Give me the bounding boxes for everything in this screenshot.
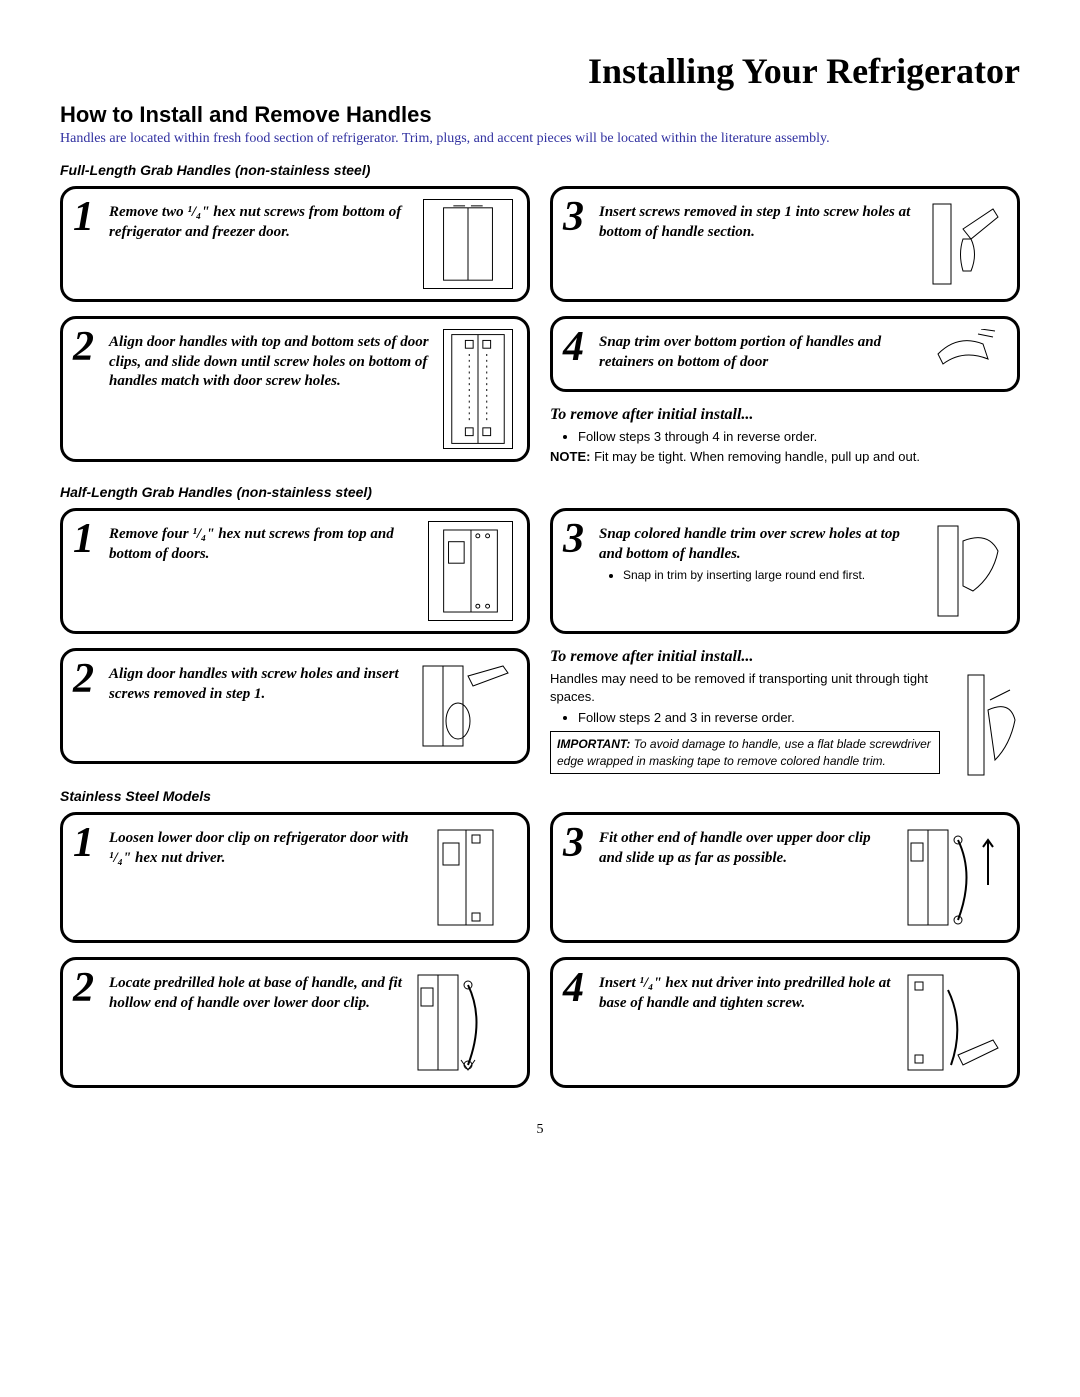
step-text-main: Snap colored handle trim over screw hole… [599, 526, 900, 562]
snap-trim-icon [933, 329, 1003, 379]
step-text: Align door handles with top and bottom s… [109, 329, 433, 392]
door-clips-icon [443, 329, 513, 449]
removal-body: Handles may need to be removed if transp… [550, 670, 940, 780]
step-number: 2 [73, 970, 103, 1008]
full-length-step-1: 1 Remove two ¹/₄" hex nut screws from bo… [60, 186, 530, 302]
step-text: Remove two ¹/₄" hex nut screws from bott… [109, 199, 413, 242]
step-text: Loosen lower door clip on refrigerator d… [109, 825, 418, 868]
step-number: 2 [73, 329, 103, 367]
removal-bullet: Follow steps 3 through 4 in reverse orde… [578, 428, 1020, 446]
half-length-step-1: 1 Remove four ¹/₄" hex nut screws from t… [60, 508, 530, 634]
step-text: Snap trim over bottom portion of handles… [599, 329, 923, 372]
half-length-step-3: 3 Snap colored handle trim over screw ho… [550, 508, 1020, 634]
step-text: Align door handles with screw holes and … [109, 661, 408, 704]
refrigerator-clip-icon [428, 825, 513, 930]
important-label: IMPORTANT: [557, 737, 630, 751]
full-length-step-2: 2 Align door handles with top and bottom… [60, 316, 530, 462]
step-number: 3 [563, 199, 593, 237]
step-number: 3 [563, 521, 593, 559]
step-text: Fit other end of handle over upper door … [599, 825, 893, 868]
full-length-step-4: 4 Snap trim over bottom portion of handl… [550, 316, 1020, 392]
insert-screws-icon [418, 661, 513, 751]
stainless-heading: Stainless Steel Models [60, 788, 1020, 804]
intro-text: Handles are located within fresh food se… [60, 130, 1020, 148]
page-title: Installing Your Refrigerator [60, 50, 1020, 92]
step-text: Snap colored handle trim over screw hole… [599, 521, 923, 584]
screwdriver-icon [923, 199, 1003, 289]
handle-slide-icon [903, 825, 1003, 930]
full-length-columns: 1 Remove two ¹/₄" hex nut screws from bo… [60, 186, 1020, 476]
removal-bullet: Follow steps 2 and 3 in reverse order. [578, 709, 940, 727]
stainless-step-3: 3 Fit other end of handle over upper doo… [550, 812, 1020, 943]
note-text: Fit may be tight. When removing handle, … [590, 449, 920, 464]
stainless-step-2: 2 Locate predrilled hole at base of hand… [60, 957, 530, 1088]
section-heading: How to Install and Remove Handles [60, 102, 1020, 128]
step-text: Remove four ¹/₄" hex nut screws from top… [109, 521, 418, 564]
stainless-step-1: 1 Loosen lower door clip on refrigerator… [60, 812, 530, 943]
step-number: 1 [73, 199, 103, 237]
removal-body: Follow steps 3 through 4 in reverse orde… [550, 428, 1020, 466]
page-number: 5 [60, 1122, 1020, 1138]
full-length-step-3: 3 Insert screws removed in step 1 into s… [550, 186, 1020, 302]
full-length-heading: Full-Length Grab Handles (non-stainless … [60, 162, 1020, 178]
handle-fit-icon [413, 970, 513, 1075]
step-number: 4 [563, 970, 593, 1008]
half-length-columns: 1 Remove four ¹/₄" hex nut screws from t… [60, 508, 1020, 780]
removal-heading: To remove after initial install... [550, 648, 1020, 666]
stainless-step-4: 4 Insert ¹/₄" hex nut driver into predri… [550, 957, 1020, 1088]
step-text: Insert ¹/₄" hex nut driver into predrill… [599, 970, 893, 1013]
snap-trim-hand-icon [933, 521, 1003, 621]
half-length-heading: Half-Length Grab Handles (non-stainless … [60, 484, 1020, 500]
step-sub-bullet: Snap in trim by inserting large round en… [623, 568, 923, 584]
tighten-screw-icon [903, 970, 1003, 1075]
stainless-columns: 1 Loosen lower door clip on refrigerator… [60, 812, 1020, 1102]
screwdriver-handle-icon [960, 670, 1020, 780]
removal-heading: To remove after initial install... [550, 406, 1020, 424]
step-number: 4 [563, 329, 593, 367]
removal-lead: Handles may need to be removed if transp… [550, 670, 940, 706]
step-number: 1 [73, 825, 103, 863]
step-number: 1 [73, 521, 103, 559]
refrigerator-front-icon [423, 199, 513, 289]
step-number: 2 [73, 661, 103, 699]
half-length-step-2: 2 Align door handles with screw holes an… [60, 648, 530, 764]
important-block: IMPORTANT: To avoid damage to handle, us… [550, 731, 940, 775]
step-text: Locate predrilled hole at base of handle… [109, 970, 403, 1013]
note-label: NOTE: [550, 449, 590, 464]
step-text: Insert screws removed in step 1 into scr… [599, 199, 913, 242]
step-number: 3 [563, 825, 593, 863]
refrigerator-screws-icon [428, 521, 513, 621]
